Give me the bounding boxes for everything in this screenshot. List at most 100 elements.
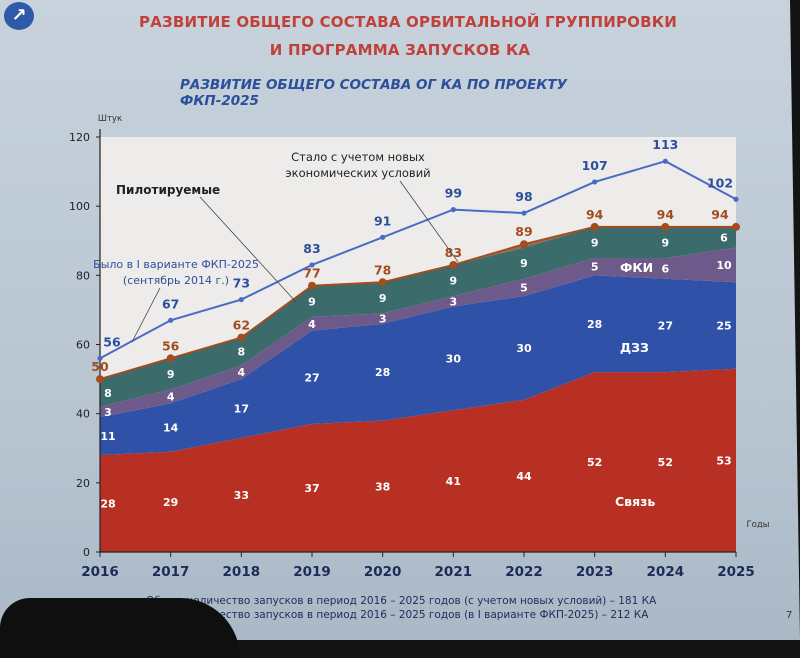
total-new-label: 94: [586, 207, 604, 222]
total-variant1-point: [309, 262, 315, 268]
area-series-1: [100, 368, 736, 552]
total-new-label: 62: [233, 318, 250, 333]
total-variant1-label: 91: [374, 213, 391, 228]
annotation-variant1-1: Было в I варианте ФКП-2025: [93, 258, 259, 271]
total-new-point: [166, 354, 175, 363]
annotation-piloted-pointer: [199, 196, 297, 303]
total-new-point: [520, 240, 528, 249]
y-tick-label: 120: [69, 131, 90, 144]
data-label-series-4: 9: [167, 368, 175, 381]
data-label-series-1: 28: [100, 498, 115, 511]
data-label-series-1: 53: [716, 454, 731, 467]
total-variant1-point: [380, 234, 386, 240]
y-tick-label: 100: [69, 200, 90, 213]
total-variant1-label: 102: [707, 175, 733, 190]
x-axis-unit: Годы: [747, 520, 770, 530]
data-label-series-1: 52: [658, 456, 673, 469]
data-label-series-2: 30: [446, 352, 462, 365]
series-name-fki: ФКИ: [620, 260, 653, 275]
total-new-label: 83: [445, 245, 462, 260]
data-label-series-3: 4: [308, 318, 316, 331]
data-label-series-1: 37: [304, 482, 319, 495]
data-label-series-4: 9: [379, 292, 387, 305]
data-label-series-3: 4: [167, 390, 175, 403]
total-variant1-point: [592, 179, 598, 185]
total-variant1-point: [733, 196, 739, 202]
data-label-series-1: 38: [375, 480, 390, 493]
x-tick-label: 2024: [647, 564, 685, 580]
total-variant1-label: 56: [103, 334, 121, 349]
total-variant1-point: [521, 210, 527, 216]
data-label-series-3: 5: [520, 281, 528, 294]
annotation-variant1-pointer: [131, 287, 161, 343]
data-label-series-1: 33: [234, 489, 249, 502]
total-new-point: [308, 281, 316, 290]
x-tick-label: 2020: [364, 564, 402, 580]
y-axis-unit: Штук: [98, 114, 122, 124]
foreground-silhouette: [0, 598, 240, 658]
total-variant1-point: [450, 207, 456, 213]
chart-subtitle: РАЗВИТИЕ ОБЩЕГО СОСТАВА ОГ КА ПО ПРОЕКТУ…: [180, 77, 567, 109]
data-label-series-1: 52: [587, 456, 602, 469]
y-tick-label: 40: [76, 408, 90, 421]
total-variant1-label: 73: [233, 276, 250, 291]
total-variant1-point: [662, 158, 668, 164]
total-new-label: 77: [303, 266, 320, 281]
total-new-point: [661, 222, 670, 231]
data-label-series-2: 25: [716, 319, 731, 332]
x-tick-label: 2019: [293, 564, 331, 580]
x-tick-label: 2025: [717, 564, 755, 580]
data-label-series-3: 3: [450, 295, 458, 308]
total-new-label: 94: [711, 207, 729, 222]
total-variant1-label: 113: [652, 137, 678, 152]
x-tick-label: 2016: [81, 564, 119, 580]
launch-count-note-new: Общее количество запусков в период 2016 …: [146, 595, 657, 607]
data-label-series-2: 28: [375, 366, 390, 379]
total-new-point: [237, 333, 246, 342]
annotation-new-conditions-1: Стало с учетом новых: [291, 150, 425, 164]
series-name-svyaz: Связь: [615, 494, 655, 509]
data-label-series-4: 9: [520, 257, 528, 270]
data-label-series-3: 4: [238, 366, 246, 379]
total-new-label: 56: [162, 338, 180, 353]
annotation-piloted: Пилотируемые: [116, 183, 220, 197]
y-tick-label: 0: [83, 546, 90, 559]
total-new-line: [99, 225, 736, 381]
x-tick-label: 2021: [435, 564, 473, 580]
data-label-series-2: 28: [587, 318, 602, 331]
data-label-series-4: 6: [720, 231, 728, 244]
data-label-series-2: 17: [234, 402, 249, 415]
area-series-2: [100, 275, 736, 456]
series-name-dzz: ДЗЗ: [620, 340, 649, 355]
y-tick-label: 20: [76, 477, 90, 490]
total-variant1-line: [99, 160, 737, 360]
data-label-series-2: 11: [100, 430, 115, 443]
total-variant1-label: 83: [303, 241, 320, 256]
data-label-series-2: 14: [163, 422, 179, 435]
total-variant1-point: [97, 355, 103, 361]
x-tick-label: 2018: [223, 564, 261, 580]
data-label-series-1: 29: [163, 496, 178, 509]
annotation-new-conditions-pointer: [399, 180, 459, 263]
data-label-series-4: 9: [662, 236, 670, 249]
annotation-new-conditions-2: экономических условий: [285, 166, 430, 180]
data-label-series-1: 41: [446, 475, 461, 488]
y-tick-label: 60: [76, 339, 90, 352]
area-series-3: [100, 247, 736, 418]
slide-title-line1: РАЗВИТИЕ ОБЩЕГО СОСТАВА ОРБИТАЛЬНОЙ ГРУП…: [139, 13, 677, 31]
data-label-series-4: 9: [450, 275, 458, 288]
total-new-point: [96, 375, 104, 384]
total-new-point: [590, 222, 599, 231]
total-variant1-label: 99: [445, 186, 462, 201]
total-variant1-point: [238, 296, 244, 303]
y-tick-label: 80: [76, 269, 90, 282]
data-label-series-2: 27: [304, 371, 319, 384]
data-label-series-3: 3: [379, 313, 387, 326]
data-label-series-1: 44: [516, 470, 532, 483]
data-label-series-2: 27: [658, 319, 673, 332]
data-label-series-4: 8: [104, 387, 112, 400]
data-label-series-4: 9: [591, 236, 599, 249]
data-label-series-3: 3: [104, 406, 112, 419]
total-new-label: 89: [515, 224, 532, 239]
